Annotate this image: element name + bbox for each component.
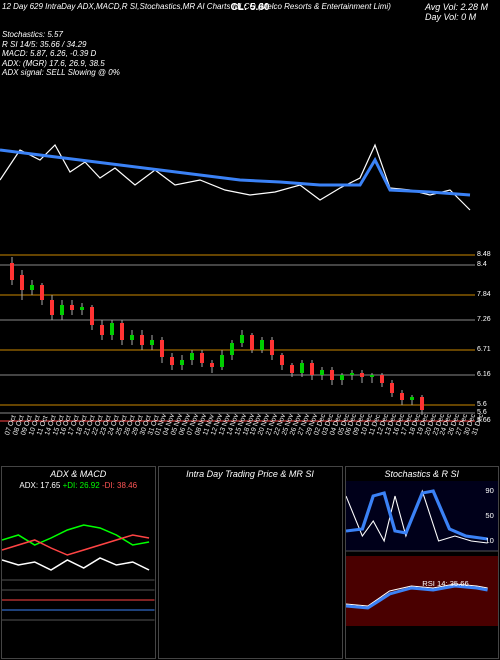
- svg-text:RSI 14: 35.66: RSI 14: 35.66: [422, 579, 468, 588]
- svg-text:10: 10: [485, 536, 493, 545]
- adx-panel-title: ADX & MACD: [2, 467, 155, 481]
- candlestick-chart: [0, 245, 475, 425]
- adx-panel-values: ADX: 17.65 +DI: 26.92 -DI: 38.46: [2, 481, 155, 490]
- price-axis-labels: 8.488.47.847.266.716.165.65.65.66: [475, 245, 500, 425]
- adx-macd-panel: ADX & MACD ADX: 17.65 +DI: 26.92 -DI: 38…: [1, 466, 156, 659]
- adx-signal: ADX signal: SELL Slowing @ 0%: [2, 68, 120, 78]
- day-volume: Day Vol: 0 M: [425, 12, 488, 22]
- avg-volume: Avg Vol: 2.28 M: [425, 2, 488, 12]
- rsi-value: R SI 14/5: 35.66 / 34.29: [2, 40, 120, 50]
- macd-value: MACD: 5.87, 6.26, -0.39 D: [2, 49, 120, 59]
- bottom-panels: ADX & MACD ADX: 17.65 +DI: 26.92 -DI: 38…: [0, 465, 500, 660]
- moving-average-chart: [0, 90, 475, 230]
- date-axis: 07 Oct08 Oct09 Oct10 Oct11 Oct14 Oct15 O…: [0, 428, 475, 458]
- stochastics-value: Stochastics: 5.57: [2, 30, 120, 40]
- indicator-readout: Stochastics: 5.57 R SI 14/5: 35.66 / 34.…: [2, 30, 120, 78]
- close-price: CL: 5.60: [231, 2, 270, 13]
- stochastics-rsi-panel: Stochastics & R SI 90 50 10 RSI 14: 35.66: [345, 466, 500, 659]
- stoch-panel-title: Stochastics & R SI: [346, 467, 499, 481]
- adx-value: ADX: (MGR) 17.6, 26.9, 38.5: [2, 59, 120, 69]
- svg-text:90: 90: [485, 486, 493, 495]
- svg-text:50: 50: [485, 511, 493, 520]
- intraday-panel: Intra Day Trading Price & MR SI: [158, 466, 343, 659]
- intraday-title: Intra Day Trading Price & MR SI: [159, 467, 342, 481]
